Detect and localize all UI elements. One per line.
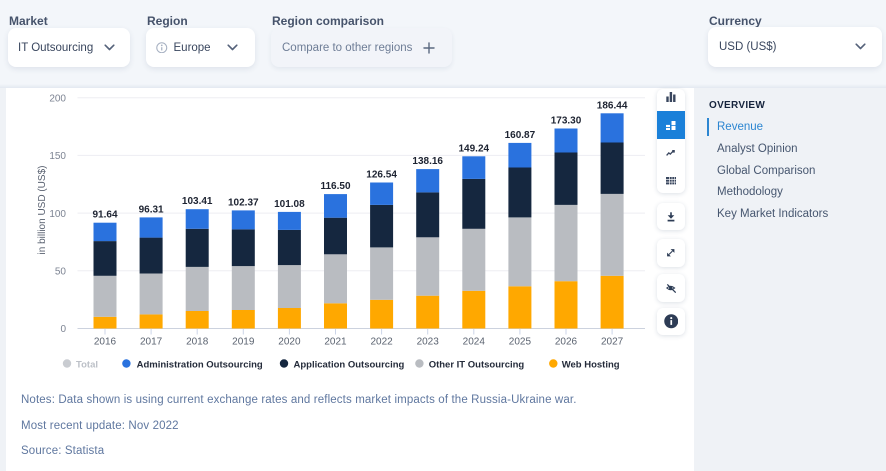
- svg-text:100: 100: [49, 209, 66, 220]
- svg-text:2026: 2026: [555, 336, 578, 347]
- svg-text:173.30: 173.30: [551, 116, 582, 127]
- svg-text:2017: 2017: [140, 336, 163, 347]
- svg-text:116.50: 116.50: [320, 181, 350, 192]
- svg-text:160.87: 160.87: [505, 130, 536, 141]
- svg-text:138.16: 138.16: [412, 156, 443, 167]
- svg-text:2025: 2025: [509, 336, 532, 347]
- svg-text:200: 200: [49, 93, 66, 104]
- svg-text:91.64: 91.64: [92, 210, 117, 221]
- svg-text:96.31: 96.31: [139, 204, 164, 215]
- svg-text:2016: 2016: [94, 336, 117, 347]
- svg-text:2018: 2018: [186, 336, 209, 347]
- svg-text:2024: 2024: [463, 336, 486, 347]
- svg-text:150: 150: [49, 151, 66, 162]
- svg-text:in billion USD (US$): in billion USD (US$): [37, 166, 48, 255]
- svg-text:Web Hosting: Web Hosting: [562, 360, 620, 371]
- svg-text:149.24: 149.24: [459, 143, 490, 154]
- svg-text:2020: 2020: [278, 336, 301, 347]
- svg-text:2022: 2022: [370, 336, 393, 347]
- svg-text:Other IT Outsourcing: Other IT Outsourcing: [429, 360, 525, 371]
- svg-text:103.41: 103.41: [182, 196, 213, 207]
- svg-text:186.44: 186.44: [597, 100, 628, 111]
- svg-text:Total: Total: [76, 360, 98, 371]
- svg-text:2019: 2019: [232, 336, 255, 347]
- svg-text:2021: 2021: [324, 336, 347, 347]
- svg-text:2023: 2023: [417, 336, 440, 347]
- svg-text:101.08: 101.08: [274, 199, 305, 210]
- svg-text:0: 0: [60, 324, 66, 335]
- svg-text:Administration Outsourcing: Administration Outsourcing: [137, 360, 263, 371]
- svg-text:2027: 2027: [601, 336, 624, 347]
- svg-text:Application Outsourcing: Application Outsourcing: [294, 360, 405, 371]
- svg-text:102.37: 102.37: [228, 197, 259, 208]
- svg-text:126.54: 126.54: [366, 170, 397, 181]
- svg-text:50: 50: [55, 267, 67, 278]
